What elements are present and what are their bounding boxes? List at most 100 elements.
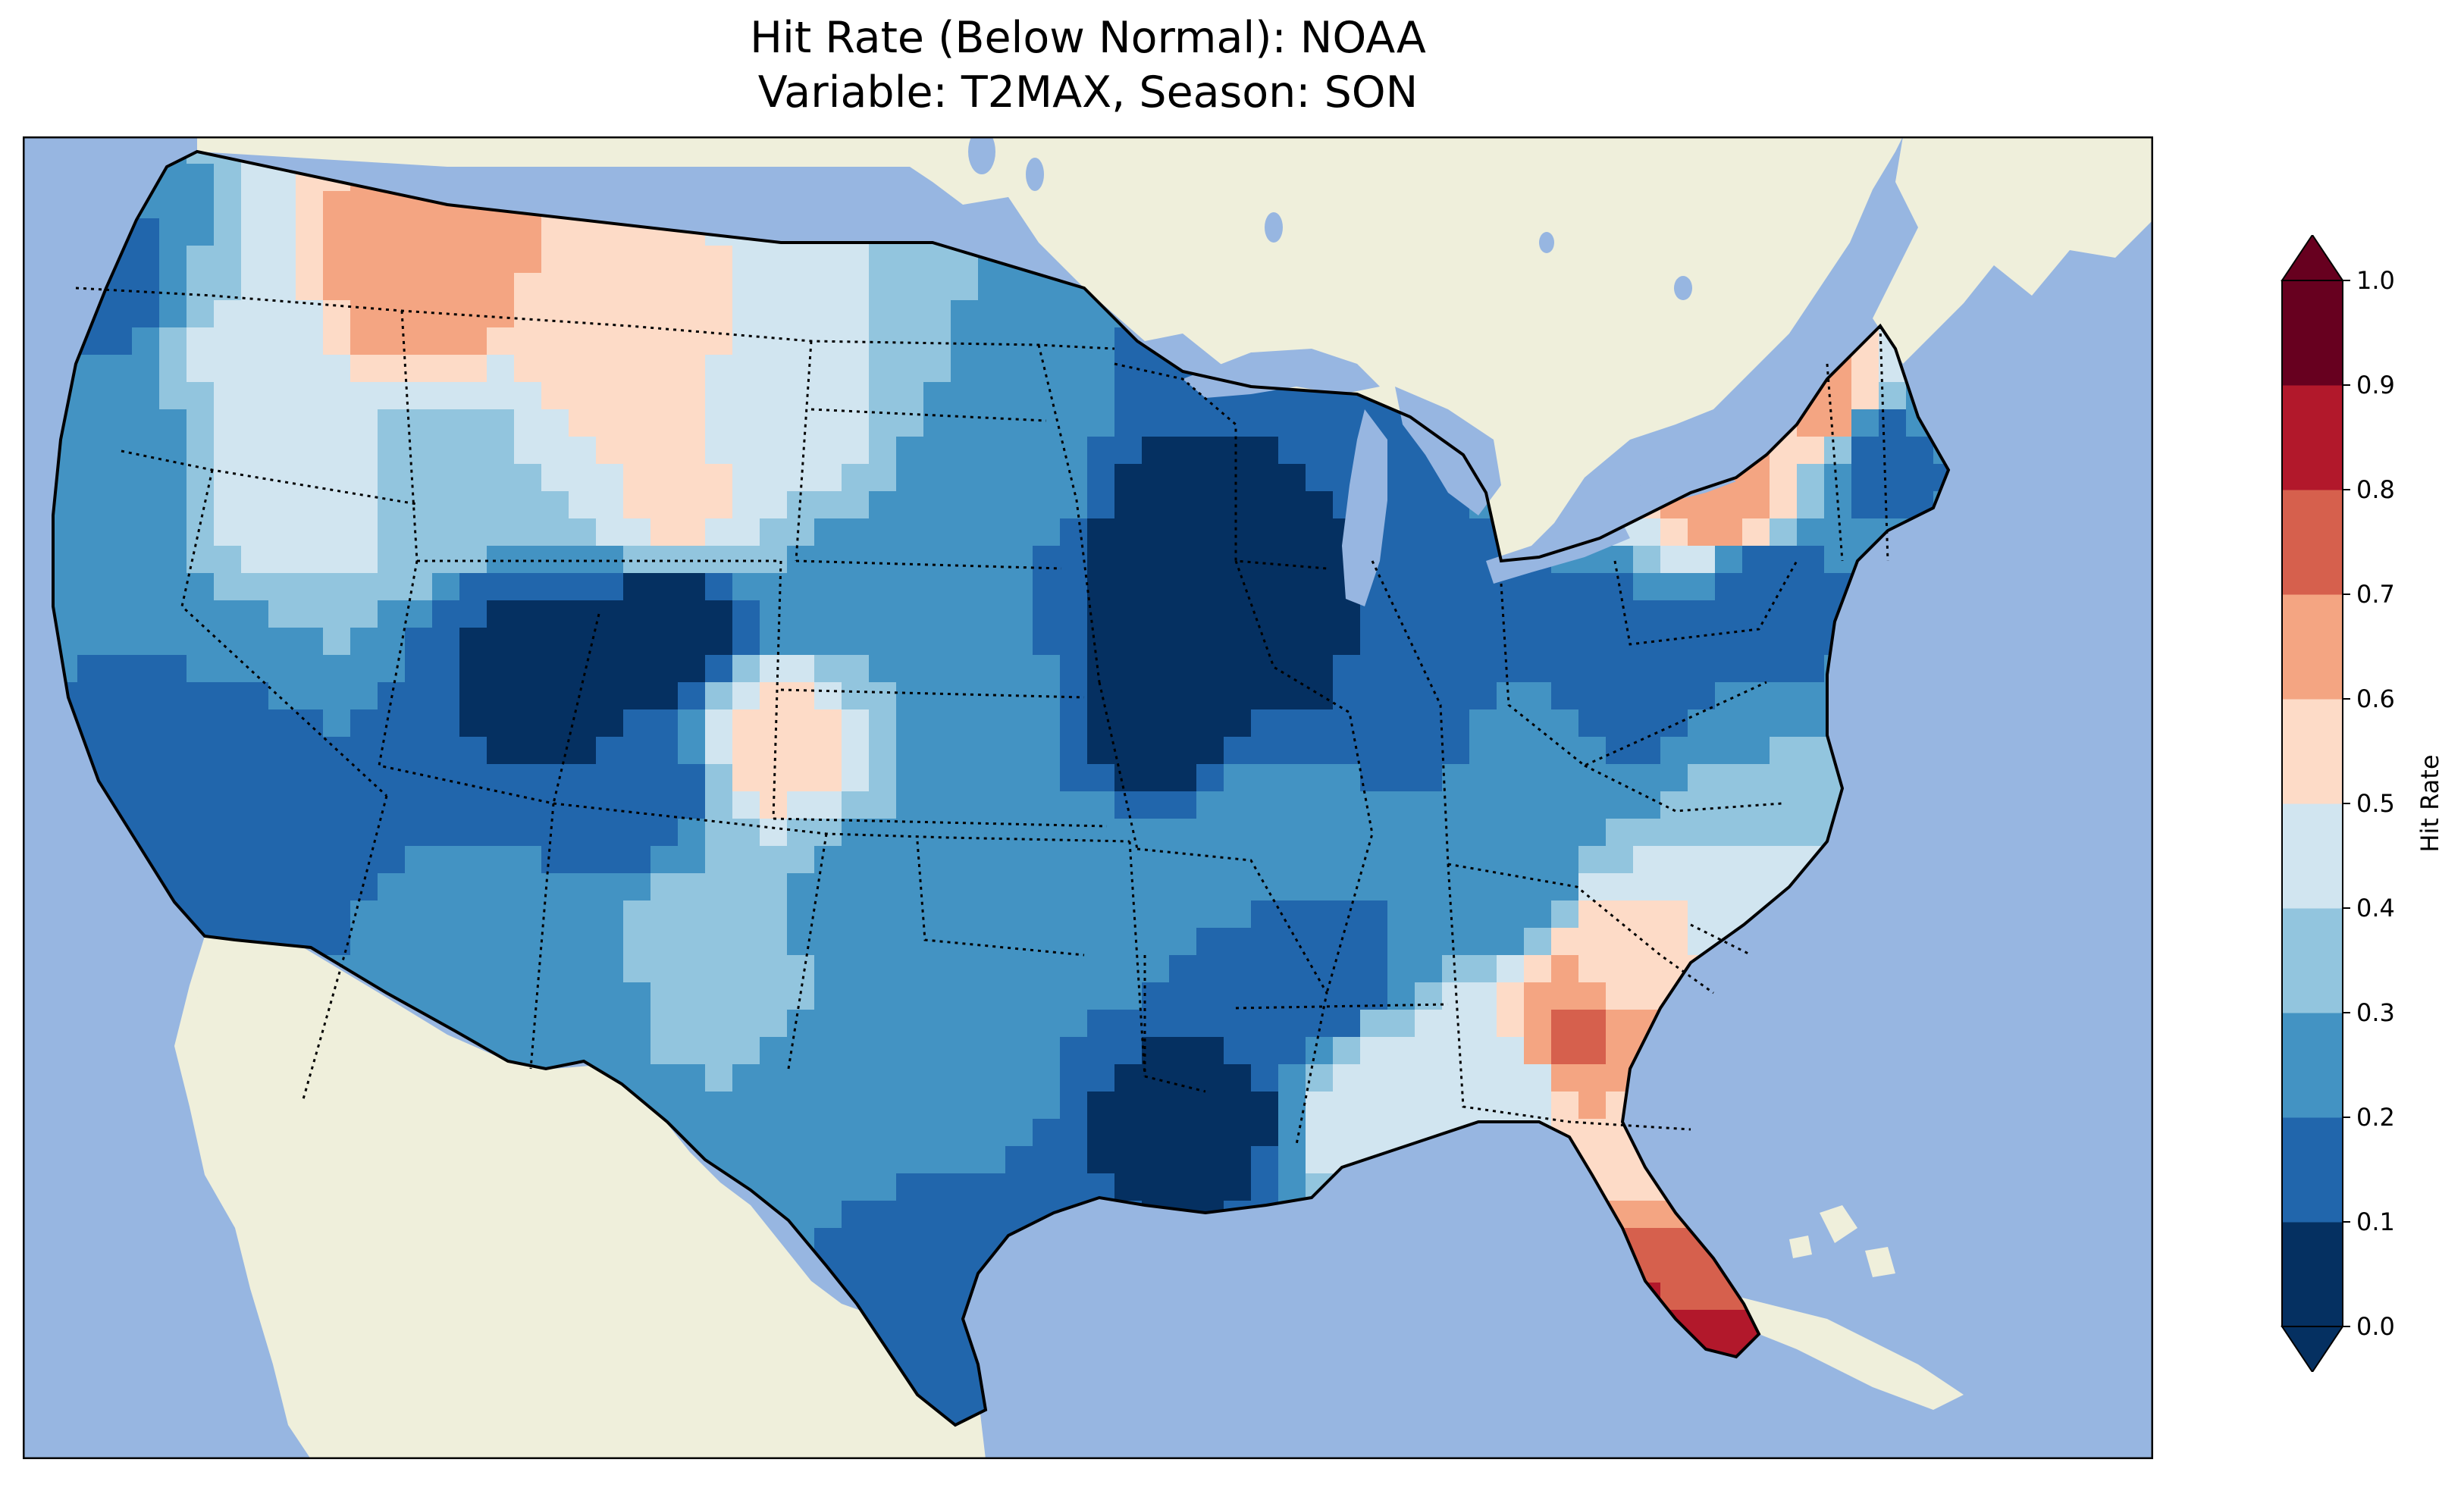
field-cell <box>1715 1310 1743 1338</box>
field-cell <box>1333 764 1361 792</box>
field-cell <box>1087 791 1115 819</box>
field-cell <box>1415 628 1443 656</box>
field-cell <box>241 518 269 547</box>
field-cell <box>1469 628 1497 656</box>
field-cell <box>514 873 542 901</box>
field-cell <box>1524 764 1552 792</box>
field-cell <box>514 600 542 628</box>
field-cell <box>896 1064 924 1092</box>
field-cell <box>623 655 651 683</box>
field-cell <box>596 900 624 929</box>
field-cell <box>323 382 351 410</box>
colorbar: 0.00.10.20.30.40.50.60.70.80.91.0 Hit Ra… <box>2281 235 2444 1372</box>
field-cell <box>978 1010 1006 1038</box>
field-cell <box>1060 1119 1088 1147</box>
field-cell <box>842 928 870 956</box>
field-cell <box>896 1310 924 1338</box>
field-cell <box>268 655 296 683</box>
field-cell <box>378 955 406 983</box>
field-cell <box>1442 655 1470 683</box>
field-cell <box>896 709 924 738</box>
field-cell <box>896 600 924 628</box>
field-cell <box>678 791 706 819</box>
field-cell <box>1142 437 1170 465</box>
field-cell <box>187 273 215 301</box>
colorbar-tick-label: 0.8 <box>2356 475 2395 504</box>
field-cell <box>405 655 433 683</box>
field-cell <box>214 846 242 874</box>
field-cell <box>1387 491 1415 519</box>
field-cell <box>1333 655 1361 683</box>
field-cell <box>1333 1064 1361 1092</box>
field-cell <box>923 628 951 656</box>
field-cell <box>1578 709 1607 738</box>
canada-lakes <box>968 136 1692 300</box>
field-cell <box>705 246 733 274</box>
field-cell <box>541 464 569 492</box>
field-cell <box>705 573 733 601</box>
field-cell <box>187 491 215 519</box>
field-cell <box>1005 382 1033 410</box>
field-cell <box>1196 1092 1224 1120</box>
field-cell <box>1360 791 1388 819</box>
field-cell <box>1087 518 1115 547</box>
field-cell <box>1742 573 1770 601</box>
field-cell <box>896 900 924 929</box>
field-cell <box>1578 737 1607 765</box>
field-cell <box>1278 1064 1306 1092</box>
field-cell <box>487 846 515 874</box>
field-cell <box>268 464 296 492</box>
field-cell <box>650 682 679 710</box>
field-cell <box>1169 437 1197 465</box>
field-cell <box>1578 573 1607 601</box>
colorbar-bin-0.1-0.2 <box>2282 1117 2343 1223</box>
field-cell <box>678 1010 706 1038</box>
field-cell <box>1770 464 1798 492</box>
field-cell <box>296 437 324 465</box>
field-cell <box>814 1064 842 1092</box>
field-cell <box>459 791 487 819</box>
field-cell <box>432 355 460 383</box>
field-cell <box>623 873 651 901</box>
field-cell <box>1005 709 1033 738</box>
field-cell <box>350 655 378 683</box>
field-cell <box>650 573 679 601</box>
field-cell <box>1469 900 1497 929</box>
field-cell <box>1415 1064 1443 1092</box>
field-cell <box>105 327 133 355</box>
field-cell <box>541 409 569 437</box>
field-cell <box>1114 1146 1143 1174</box>
field-cell <box>1879 491 1907 519</box>
field-cell <box>159 355 187 383</box>
field-cell <box>241 600 269 628</box>
field-cell <box>596 873 624 901</box>
field-cell <box>378 437 406 465</box>
field-cell <box>1169 546 1197 574</box>
field-cell <box>159 791 187 819</box>
field-cell <box>1633 600 1661 628</box>
field-cell <box>596 709 624 738</box>
field-cell <box>105 655 133 683</box>
field-cell <box>1251 737 1279 765</box>
field-cell <box>1306 819 1334 847</box>
field-cell <box>1551 955 1579 983</box>
field-cell <box>1251 655 1279 683</box>
field-cell <box>569 409 597 437</box>
field-cell <box>1715 846 1743 874</box>
us-coastline <box>52 149 1951 1427</box>
field-cell <box>214 355 242 383</box>
field-cell <box>241 628 269 656</box>
field-cell <box>1742 737 1770 765</box>
field-cell <box>896 1283 924 1311</box>
field-cell <box>1660 819 1688 847</box>
field-cell <box>1551 573 1579 601</box>
field-cell <box>1142 491 1170 519</box>
field-cell <box>541 682 569 710</box>
field-cell <box>296 873 324 901</box>
field-cell <box>760 1173 788 1201</box>
field-cell <box>623 900 651 929</box>
field-cell <box>1251 682 1279 710</box>
field-cell <box>1142 409 1170 437</box>
field-cell <box>1033 709 1061 738</box>
field-cell <box>487 900 515 929</box>
